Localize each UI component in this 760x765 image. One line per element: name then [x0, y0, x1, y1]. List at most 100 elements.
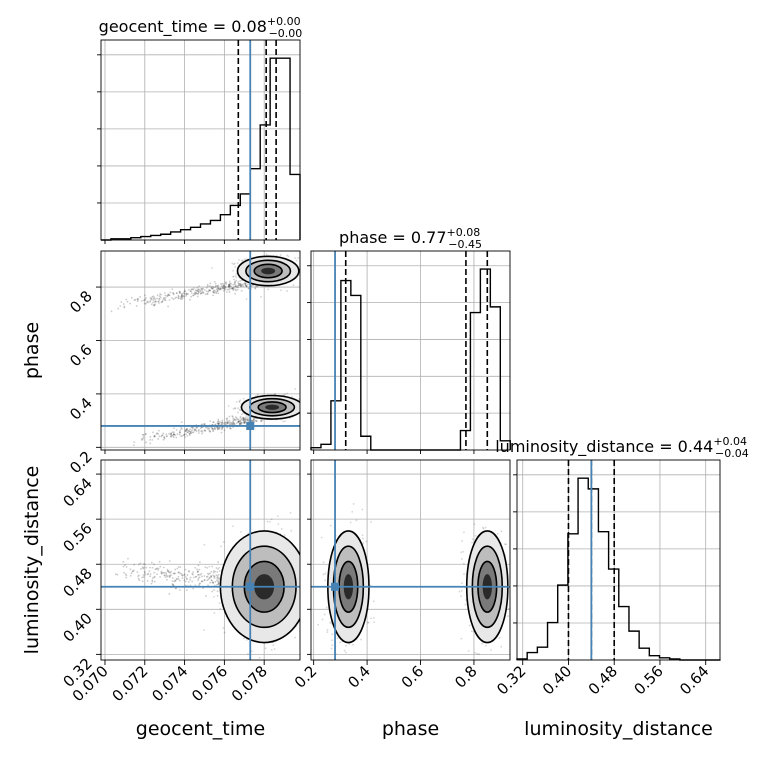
sample-point [179, 566, 182, 569]
sample-point [251, 284, 253, 286]
sample-point [152, 304, 155, 307]
sample-point [161, 300, 164, 303]
sample-point [240, 418, 243, 421]
sample-point [461, 582, 463, 585]
sample-point [194, 291, 196, 294]
sample-point [171, 577, 174, 579]
sample-point [133, 441, 136, 443]
sample-point [239, 415, 242, 418]
sample-point [188, 430, 190, 433]
sample-point [200, 430, 203, 433]
sample-point [203, 575, 206, 577]
sample-point [226, 422, 229, 425]
sample-point [277, 515, 279, 517]
sample-point [217, 420, 220, 423]
sample-point [203, 423, 206, 425]
sample-point [239, 283, 242, 286]
sample-point [229, 282, 231, 285]
y-axis-label-luminosity_distance: luminosity_distance [21, 466, 43, 655]
sample-point [213, 291, 216, 294]
sample-point [155, 300, 157, 303]
sample-point [222, 286, 225, 289]
sample-point [217, 576, 220, 579]
sample-point [125, 298, 128, 301]
sample-point [208, 577, 211, 580]
sample-point [233, 288, 235, 290]
sample-point [129, 568, 132, 571]
sample-point [161, 571, 164, 574]
sample-point [146, 300, 149, 303]
sample-point [191, 427, 194, 430]
sample-point [227, 285, 230, 288]
sample-point [301, 529, 303, 531]
sample-point [232, 421, 235, 424]
sample-point [169, 291, 172, 294]
sample-point [314, 619, 316, 621]
panel-title-luminosity_distance: luminosity_distance = 0.44+0.04 −0.04 [495, 435, 749, 460]
sample-point [180, 421, 183, 424]
sample-point [212, 286, 215, 289]
sample-point [216, 289, 219, 292]
sample-point [217, 292, 220, 295]
sample-point [221, 287, 224, 290]
sample-point [242, 283, 245, 286]
sample-point [286, 254, 289, 257]
sample-point [221, 419, 224, 422]
sample-point [372, 617, 375, 619]
sample-point [252, 418, 255, 420]
sample-point [195, 429, 197, 432]
sample-point [145, 432, 147, 435]
sample-point [168, 432, 170, 435]
sample-point [178, 579, 181, 582]
x-tick-label: 0.32 [493, 662, 529, 698]
sample-point [241, 413, 243, 416]
sample-point [141, 576, 144, 579]
sample-point [195, 289, 198, 292]
sample-point [232, 423, 235, 426]
sample-point [203, 429, 206, 432]
sample-point [213, 280, 216, 283]
sample-point [176, 567, 179, 570]
sample-point [238, 400, 241, 403]
sample-point [199, 573, 202, 576]
sample-point [190, 288, 193, 291]
sample-point [326, 629, 329, 631]
sample-point [239, 284, 241, 286]
sample-point [212, 430, 214, 433]
sample-point [200, 292, 203, 295]
sample-point [202, 291, 204, 294]
sample-point [203, 543, 206, 546]
sample-point [220, 431, 223, 434]
sample-point [142, 299, 145, 302]
sample-point [228, 283, 231, 286]
sample-point [162, 432, 165, 435]
sample-point [372, 600, 375, 603]
sample-point [201, 423, 203, 426]
sample-point [168, 560, 171, 562]
sample-point [180, 298, 183, 301]
sample-point [165, 433, 168, 435]
sample-point [239, 399, 242, 402]
sample-point [204, 426, 207, 429]
sample-point [237, 421, 240, 424]
sample-point [142, 437, 144, 440]
sample-point [198, 289, 201, 292]
sample-point [157, 433, 159, 435]
sample-point [157, 438, 160, 440]
sample-point [177, 297, 180, 300]
sample-point [231, 287, 234, 290]
sample-point [142, 566, 145, 569]
sample-point [225, 282, 227, 284]
sample-point [234, 407, 236, 409]
sample-point [203, 429, 206, 432]
sample-point [158, 295, 161, 298]
density-shade [261, 267, 276, 275]
sample-point [241, 417, 243, 420]
sample-point [233, 422, 236, 425]
sample-point [237, 420, 240, 423]
sample-point [260, 295, 262, 298]
sample-point [156, 297, 158, 300]
sample-point [219, 288, 222, 291]
sample-point [166, 568, 169, 571]
sample-point [316, 404, 318, 406]
